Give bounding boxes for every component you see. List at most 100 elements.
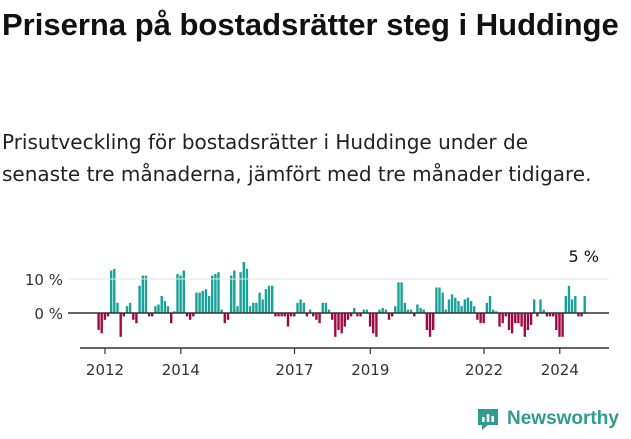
bar	[119, 313, 122, 337]
bar	[255, 302, 258, 313]
bar	[252, 302, 255, 313]
y-axis-labels: 10 % 0 %	[25, 271, 609, 323]
bar	[245, 268, 249, 313]
bar	[299, 299, 302, 313]
bar	[504, 313, 507, 317]
bar	[144, 275, 148, 313]
bar	[236, 306, 239, 313]
bar	[570, 299, 574, 313]
bar	[283, 313, 286, 317]
bar	[264, 289, 268, 313]
bar	[574, 296, 577, 313]
bar	[378, 309, 381, 313]
bar	[413, 313, 416, 317]
x-tick-label: 2022	[465, 361, 503, 379]
bar	[173, 311, 176, 313]
bar	[384, 309, 388, 313]
bar	[577, 313, 580, 317]
bar	[141, 275, 144, 313]
bar	[315, 313, 318, 320]
bar	[555, 313, 558, 330]
bar	[507, 313, 511, 330]
bar	[435, 287, 438, 313]
x-tick-label: 2024	[541, 361, 579, 379]
bar	[261, 299, 264, 313]
bar	[444, 309, 447, 313]
newsworthy-logo-text: Newsworthy	[507, 408, 619, 429]
bar	[561, 313, 564, 337]
bar	[182, 270, 185, 313]
bar	[403, 302, 406, 313]
bar	[116, 302, 119, 313]
bar	[103, 313, 107, 320]
bar	[271, 285, 274, 313]
bar	[185, 313, 189, 317]
bar	[128, 302, 132, 313]
x-tick-label: 2017	[275, 361, 313, 379]
bar	[195, 292, 198, 313]
bar	[365, 309, 369, 313]
bar	[514, 313, 517, 324]
bar	[353, 307, 356, 313]
bar	[394, 306, 397, 313]
bar	[583, 296, 586, 313]
bar	[318, 313, 321, 324]
bar	[495, 311, 498, 313]
bar	[147, 313, 151, 317]
bar	[226, 313, 230, 320]
bar	[529, 313, 533, 325]
bar	[207, 296, 211, 313]
bar	[558, 313, 561, 337]
bar	[188, 313, 192, 320]
bar	[286, 313, 290, 327]
bar	[466, 297, 470, 313]
bar	[425, 313, 429, 330]
bar	[204, 289, 208, 313]
bar	[473, 306, 476, 313]
bar	[233, 270, 236, 313]
bar	[179, 275, 182, 313]
bar	[460, 306, 463, 313]
bar	[125, 306, 129, 313]
bar	[151, 313, 154, 317]
x-tick-label: 2014	[162, 361, 200, 379]
bar	[463, 299, 466, 313]
bar	[198, 292, 201, 313]
bar-chart: 10 % 0 % 2012 2014 2017 2019 2022 2024 5 %	[25, 247, 609, 379]
bar	[457, 301, 460, 313]
bar	[302, 302, 305, 313]
bar	[106, 313, 110, 317]
bar	[539, 299, 542, 313]
bar	[267, 285, 271, 313]
bar	[135, 313, 138, 324]
x-tick-label: 2012	[86, 361, 124, 379]
x-tick-label: 2019	[351, 361, 389, 379]
chart-bars	[97, 262, 586, 337]
bar	[280, 313, 283, 317]
bar	[492, 309, 495, 313]
bar	[362, 309, 365, 313]
bar	[498, 313, 501, 327]
bar	[419, 307, 422, 313]
bar	[391, 313, 394, 317]
bar	[416, 304, 419, 313]
bar	[138, 285, 141, 313]
bar	[552, 313, 555, 317]
bar	[331, 313, 334, 320]
bar	[501, 313, 504, 324]
bar	[368, 313, 372, 327]
bar	[523, 313, 526, 337]
bar	[346, 313, 350, 320]
newsworthy-logo: Newsworthy	[475, 406, 619, 432]
bar	[201, 290, 204, 313]
bar	[176, 273, 179, 313]
bar	[154, 306, 157, 313]
bar	[454, 297, 457, 313]
bar	[293, 313, 296, 317]
bar	[526, 313, 530, 330]
bar	[277, 313, 280, 317]
chart-subtitle: Prisutveckling för bostadsrätter i Huddi…	[2, 130, 592, 186]
bar	[296, 302, 299, 313]
bar	[356, 313, 359, 317]
bar	[248, 306, 252, 313]
